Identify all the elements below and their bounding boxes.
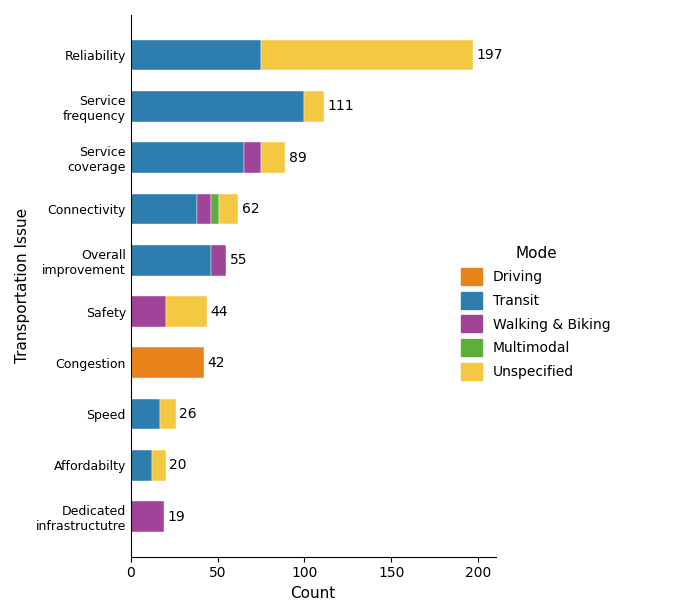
Bar bbox=[131, 296, 166, 327]
Bar bbox=[131, 193, 197, 224]
Bar bbox=[261, 142, 285, 173]
Text: 89: 89 bbox=[289, 151, 307, 164]
Bar bbox=[160, 399, 176, 429]
Legend: Driving, Transit, Walking & Biking, Multimodal, Unspecified: Driving, Transit, Walking & Biking, Mult… bbox=[455, 240, 616, 386]
Bar bbox=[131, 501, 164, 532]
Text: 20: 20 bbox=[169, 458, 187, 472]
Bar bbox=[131, 91, 305, 122]
X-axis label: Count: Count bbox=[290, 586, 336, 601]
Text: 111: 111 bbox=[327, 99, 354, 113]
Text: 19: 19 bbox=[167, 509, 185, 524]
Bar bbox=[131, 245, 211, 275]
Y-axis label: Transportation Issue: Transportation Issue bbox=[15, 208, 30, 363]
Bar bbox=[166, 296, 207, 327]
Bar bbox=[131, 39, 261, 70]
Bar bbox=[131, 142, 244, 173]
Bar bbox=[219, 193, 238, 224]
Bar bbox=[211, 245, 227, 275]
Text: 197: 197 bbox=[476, 48, 503, 62]
Bar bbox=[244, 142, 261, 173]
Text: 42: 42 bbox=[207, 356, 225, 370]
Bar bbox=[261, 39, 473, 70]
Text: 26: 26 bbox=[180, 407, 197, 421]
Bar bbox=[305, 91, 323, 122]
Bar bbox=[131, 347, 204, 378]
Text: 44: 44 bbox=[211, 304, 228, 318]
Bar bbox=[197, 193, 211, 224]
Bar bbox=[131, 399, 160, 429]
Bar bbox=[211, 193, 219, 224]
Text: 62: 62 bbox=[242, 202, 260, 216]
Bar bbox=[151, 450, 166, 481]
Bar bbox=[131, 450, 151, 481]
Text: 55: 55 bbox=[230, 253, 247, 267]
